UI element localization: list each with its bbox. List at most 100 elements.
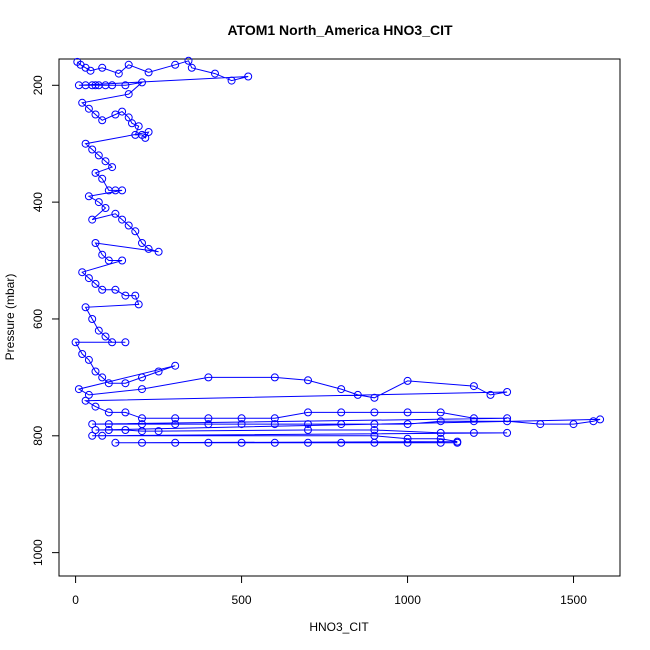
series-line xyxy=(74,60,601,444)
data-point xyxy=(84,192,93,201)
data-point xyxy=(204,420,213,429)
data-point xyxy=(469,382,478,391)
data-point xyxy=(469,414,478,423)
data-point xyxy=(104,256,113,265)
data-point xyxy=(370,420,379,429)
data-point xyxy=(118,256,127,265)
data-point xyxy=(91,402,100,411)
data-point xyxy=(337,420,346,429)
x-tick-label: 1000 xyxy=(394,593,421,607)
data-point xyxy=(118,215,127,224)
chart-title: ATOM1 North_America HNO3_CIT xyxy=(227,22,453,38)
data-point xyxy=(98,116,107,125)
data-point xyxy=(154,367,163,376)
y-tick-label: 200 xyxy=(31,75,45,95)
data-point xyxy=(91,279,100,288)
data-point xyxy=(436,434,445,443)
data-point xyxy=(128,119,136,128)
data-point xyxy=(270,438,279,447)
data-point xyxy=(237,438,246,447)
data-point xyxy=(204,414,213,423)
data-point xyxy=(138,385,146,394)
data-point xyxy=(469,428,478,437)
data-point xyxy=(469,417,478,426)
data-point xyxy=(141,133,150,142)
data-point xyxy=(270,373,279,382)
data-point xyxy=(124,221,133,230)
data-point xyxy=(78,268,87,277)
x-axis: 0 500 1000 1500 xyxy=(72,576,587,607)
data-point xyxy=(503,414,512,423)
data-point xyxy=(144,128,153,136)
data-point xyxy=(144,244,153,253)
data-point xyxy=(84,104,93,113)
data-point xyxy=(118,186,127,195)
data-point xyxy=(91,110,100,119)
data-point xyxy=(88,315,97,323)
y-axis-label: Pressure (mbar) xyxy=(3,274,17,361)
data-point xyxy=(86,66,95,75)
data-point xyxy=(403,438,412,447)
data-point xyxy=(91,168,100,177)
data-point xyxy=(88,431,97,440)
data-point xyxy=(370,408,379,417)
data-point xyxy=(104,426,113,434)
data-point xyxy=(81,396,90,405)
data-point xyxy=(81,139,90,148)
data-point xyxy=(486,390,495,399)
data-point xyxy=(101,157,110,166)
data-point xyxy=(436,417,445,426)
data-point xyxy=(104,420,113,429)
data-point xyxy=(138,78,146,87)
data-point xyxy=(134,300,143,309)
data-point xyxy=(204,438,213,447)
data-point xyxy=(118,107,127,116)
data-point xyxy=(121,81,130,90)
data-point xyxy=(91,426,100,434)
data-point xyxy=(108,81,117,90)
data-point xyxy=(98,431,107,440)
data-lines xyxy=(74,60,601,444)
data-point xyxy=(121,408,130,417)
data-point xyxy=(403,420,412,429)
data-point xyxy=(98,63,107,72)
data-point xyxy=(171,361,180,370)
data-point xyxy=(121,338,130,347)
data-point xyxy=(88,145,97,154)
data-point xyxy=(111,209,120,218)
data-point xyxy=(98,250,107,259)
data-point xyxy=(304,420,312,429)
data-point xyxy=(304,426,312,434)
data-point xyxy=(138,373,146,382)
data-point xyxy=(88,420,97,429)
data-point xyxy=(503,428,512,437)
data-point xyxy=(101,332,110,341)
data-point xyxy=(124,113,133,122)
data-point xyxy=(84,390,93,399)
data-point xyxy=(78,350,87,358)
data-point xyxy=(124,90,133,99)
data-point xyxy=(88,215,97,224)
data-point xyxy=(403,434,412,443)
data-point xyxy=(111,438,120,447)
data-point xyxy=(131,227,140,236)
data-point xyxy=(91,239,100,247)
data-points xyxy=(71,56,605,447)
data-point xyxy=(111,285,120,294)
data-point xyxy=(144,68,153,77)
data-point xyxy=(114,69,123,78)
data-point xyxy=(111,110,120,119)
data-point xyxy=(138,427,146,436)
data-point xyxy=(171,60,180,69)
y-axis: 200 400 600 800 1000 xyxy=(31,75,59,566)
data-point xyxy=(104,408,113,417)
data-point xyxy=(98,174,107,183)
x-tick-label: 500 xyxy=(232,593,252,607)
data-point xyxy=(121,291,130,300)
data-point xyxy=(453,438,462,447)
plot-frame xyxy=(58,58,621,577)
data-point xyxy=(138,239,146,247)
data-point xyxy=(121,426,130,434)
data-point xyxy=(94,151,103,160)
